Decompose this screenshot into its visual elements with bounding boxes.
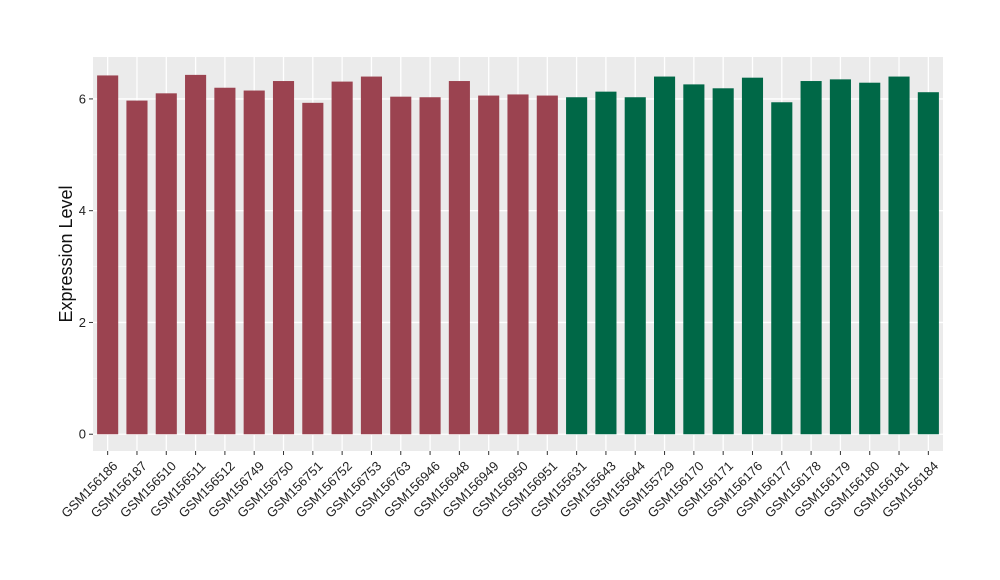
bar-GSM155644	[624, 97, 646, 435]
bar-GSM156176	[741, 77, 764, 435]
y-tick-label: 0	[79, 427, 86, 442]
bar-GSM156180	[859, 82, 881, 435]
bar-GSM156751	[302, 102, 324, 435]
bar-GSM156187	[126, 100, 148, 435]
bar-GSM156763	[390, 96, 412, 435]
bar-GSM156178	[800, 81, 822, 435]
y-tick-label: 6	[79, 91, 86, 106]
bar-GSM156184	[917, 92, 939, 435]
bar-GSM156946	[419, 97, 441, 435]
bar-GSM156753	[360, 76, 382, 435]
y-axis: 0 2 4 6	[79, 91, 93, 442]
bar-GSM156512	[214, 87, 236, 435]
bar-GSM155631	[566, 97, 588, 435]
y-tick-label: 4	[79, 203, 86, 218]
bar-GSM156170	[683, 84, 705, 435]
bar-GSM156752	[331, 81, 353, 435]
bar-GSM156177	[771, 102, 793, 435]
bar-GSM156750	[272, 81, 295, 435]
bars	[97, 74, 939, 435]
bar-GSM156181	[888, 76, 910, 435]
bar-GSM155643	[595, 91, 617, 435]
bar-GSM156186	[97, 75, 119, 435]
bar-GSM156950	[507, 94, 529, 435]
bar-GSM156511	[185, 74, 207, 435]
y-axis-title: Expression Level	[56, 185, 76, 322]
bar-GSM156749	[243, 90, 265, 435]
y-tick-label: 2	[79, 315, 86, 330]
bar-GSM156951	[536, 95, 558, 435]
bar-GSM156179	[829, 79, 851, 435]
bar-GSM156171	[712, 88, 734, 435]
bar-GSM155729	[654, 76, 676, 435]
x-axis: GSM156186GSM156187GSM156510GSM156511GSM1…	[58, 451, 941, 521]
bar-GSM156949	[478, 95, 500, 435]
bar-GSM156948	[448, 81, 470, 435]
bar-GSM156510	[155, 93, 177, 435]
